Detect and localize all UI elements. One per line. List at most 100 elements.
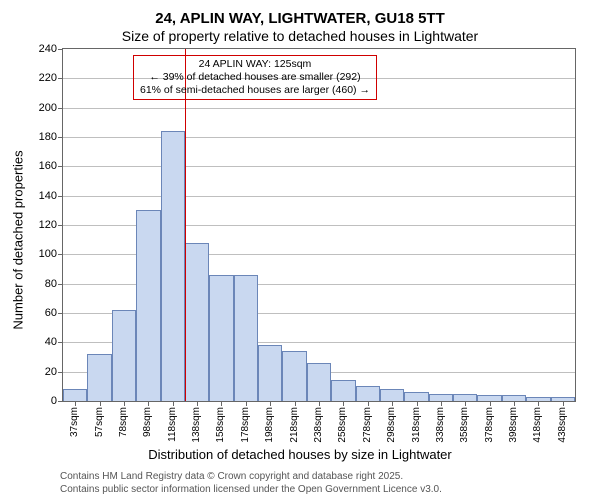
histogram-bar [282, 351, 306, 401]
y-axis-label: Number of detached properties [11, 150, 26, 329]
x-tick [368, 401, 369, 406]
x-tick [441, 401, 442, 406]
annotation-line3: 61% of semi-detached houses are larger (… [140, 84, 370, 97]
x-tick [124, 401, 125, 406]
y-tick-label: 40 [27, 336, 57, 348]
histogram-bar [380, 389, 404, 401]
x-tick-label: 57sqm [94, 407, 105, 437]
x-tick-label: 37sqm [69, 407, 80, 437]
gridline-h [63, 137, 575, 138]
x-tick-label: 118sqm [167, 407, 178, 442]
histogram-bar [331, 380, 355, 401]
x-tick-label: 178sqm [240, 407, 251, 443]
y-tick-label: 180 [27, 131, 57, 143]
histogram-bar [87, 354, 111, 401]
x-tick-label: 78sqm [118, 407, 129, 437]
x-tick [392, 401, 393, 406]
x-tick-label: 338sqm [435, 407, 446, 443]
x-tick-label: 278sqm [362, 407, 373, 443]
x-tick-label: 98sqm [142, 407, 153, 437]
x-axis-label: Distribution of detached houses by size … [0, 447, 600, 462]
x-tick [465, 401, 466, 406]
x-tick [270, 401, 271, 406]
x-tick-label: 378sqm [484, 407, 495, 443]
y-tick [58, 284, 63, 285]
chart-container: 24, APLIN WAY, LIGHTWATER, GU18 5TT Size… [0, 0, 600, 500]
x-tick [490, 401, 491, 406]
y-tick-label: 80 [27, 278, 57, 290]
annotation-line2: ← 39% of detached houses are smaller (29… [140, 71, 370, 84]
footer-line1: Contains HM Land Registry data © Crown c… [60, 471, 580, 484]
y-tick-label: 60 [27, 307, 57, 319]
x-tick [295, 401, 296, 406]
y-tick [58, 372, 63, 373]
y-tick [58, 313, 63, 314]
footer-line2: Contains public sector information licen… [60, 484, 580, 497]
y-tick-label: 20 [27, 366, 57, 378]
chart-title-line2: Size of property relative to detached ho… [0, 28, 600, 44]
histogram-bar [307, 363, 331, 401]
histogram-bar [429, 394, 453, 401]
y-tick [58, 108, 63, 109]
x-tick-label: 138sqm [191, 407, 202, 443]
marker-line [185, 49, 186, 401]
y-tick [58, 78, 63, 79]
x-tick-label: 158sqm [215, 407, 226, 443]
x-tick-label: 398sqm [508, 407, 519, 443]
histogram-bar [453, 394, 477, 401]
y-tick [58, 137, 63, 138]
x-tick [343, 401, 344, 406]
x-tick [100, 401, 101, 406]
x-tick [563, 401, 564, 406]
y-tick-label: 240 [27, 43, 57, 55]
annotation-box: 24 APLIN WAY: 125sqm← 39% of detached ho… [133, 55, 377, 100]
x-tick-label: 198sqm [264, 407, 275, 443]
histogram-bar [356, 386, 380, 401]
y-tick-label: 100 [27, 248, 57, 260]
x-tick [221, 401, 222, 406]
x-tick [319, 401, 320, 406]
gridline-h [63, 196, 575, 197]
y-tick-label: 140 [27, 190, 57, 202]
gridline-h [63, 108, 575, 109]
x-tick-label: 358sqm [459, 407, 470, 443]
x-tick [75, 401, 76, 406]
y-tick-label: 160 [27, 160, 57, 172]
y-tick-label: 220 [27, 72, 57, 84]
x-tick-label: 298sqm [386, 407, 397, 443]
histogram-bar [112, 310, 136, 401]
x-tick [246, 401, 247, 406]
y-tick [58, 342, 63, 343]
x-tick-label: 258sqm [337, 407, 348, 443]
x-tick [148, 401, 149, 406]
footer-attribution: Contains HM Land Registry data © Crown c… [60, 471, 580, 496]
x-tick-label: 238sqm [313, 407, 324, 443]
y-tick [58, 254, 63, 255]
x-tick-label: 418sqm [532, 407, 543, 443]
y-tick [58, 49, 63, 50]
y-tick-label: 120 [27, 219, 57, 231]
gridline-h [63, 166, 575, 167]
y-tick [58, 196, 63, 197]
y-tick [58, 401, 63, 402]
x-tick [173, 401, 174, 406]
y-tick-label: 0 [27, 395, 57, 407]
x-tick-label: 318sqm [411, 407, 422, 443]
histogram-bar [136, 210, 160, 401]
x-tick [197, 401, 198, 406]
histogram-bar [209, 275, 233, 401]
y-tick [58, 166, 63, 167]
histogram-bar [185, 243, 209, 401]
histogram-bar [234, 275, 258, 401]
x-tick [514, 401, 515, 406]
histogram-bar [161, 131, 185, 401]
y-tick-label: 200 [27, 102, 57, 114]
y-tick [58, 225, 63, 226]
histogram-bar [63, 389, 87, 401]
histogram-bar [258, 345, 282, 401]
plot-area: 02040608010012014016018020022024037sqm57… [62, 48, 576, 402]
x-tick [417, 401, 418, 406]
annotation-line1: 24 APLIN WAY: 125sqm [140, 58, 370, 71]
x-tick-label: 218sqm [289, 407, 300, 443]
x-tick-label: 438sqm [557, 407, 568, 443]
